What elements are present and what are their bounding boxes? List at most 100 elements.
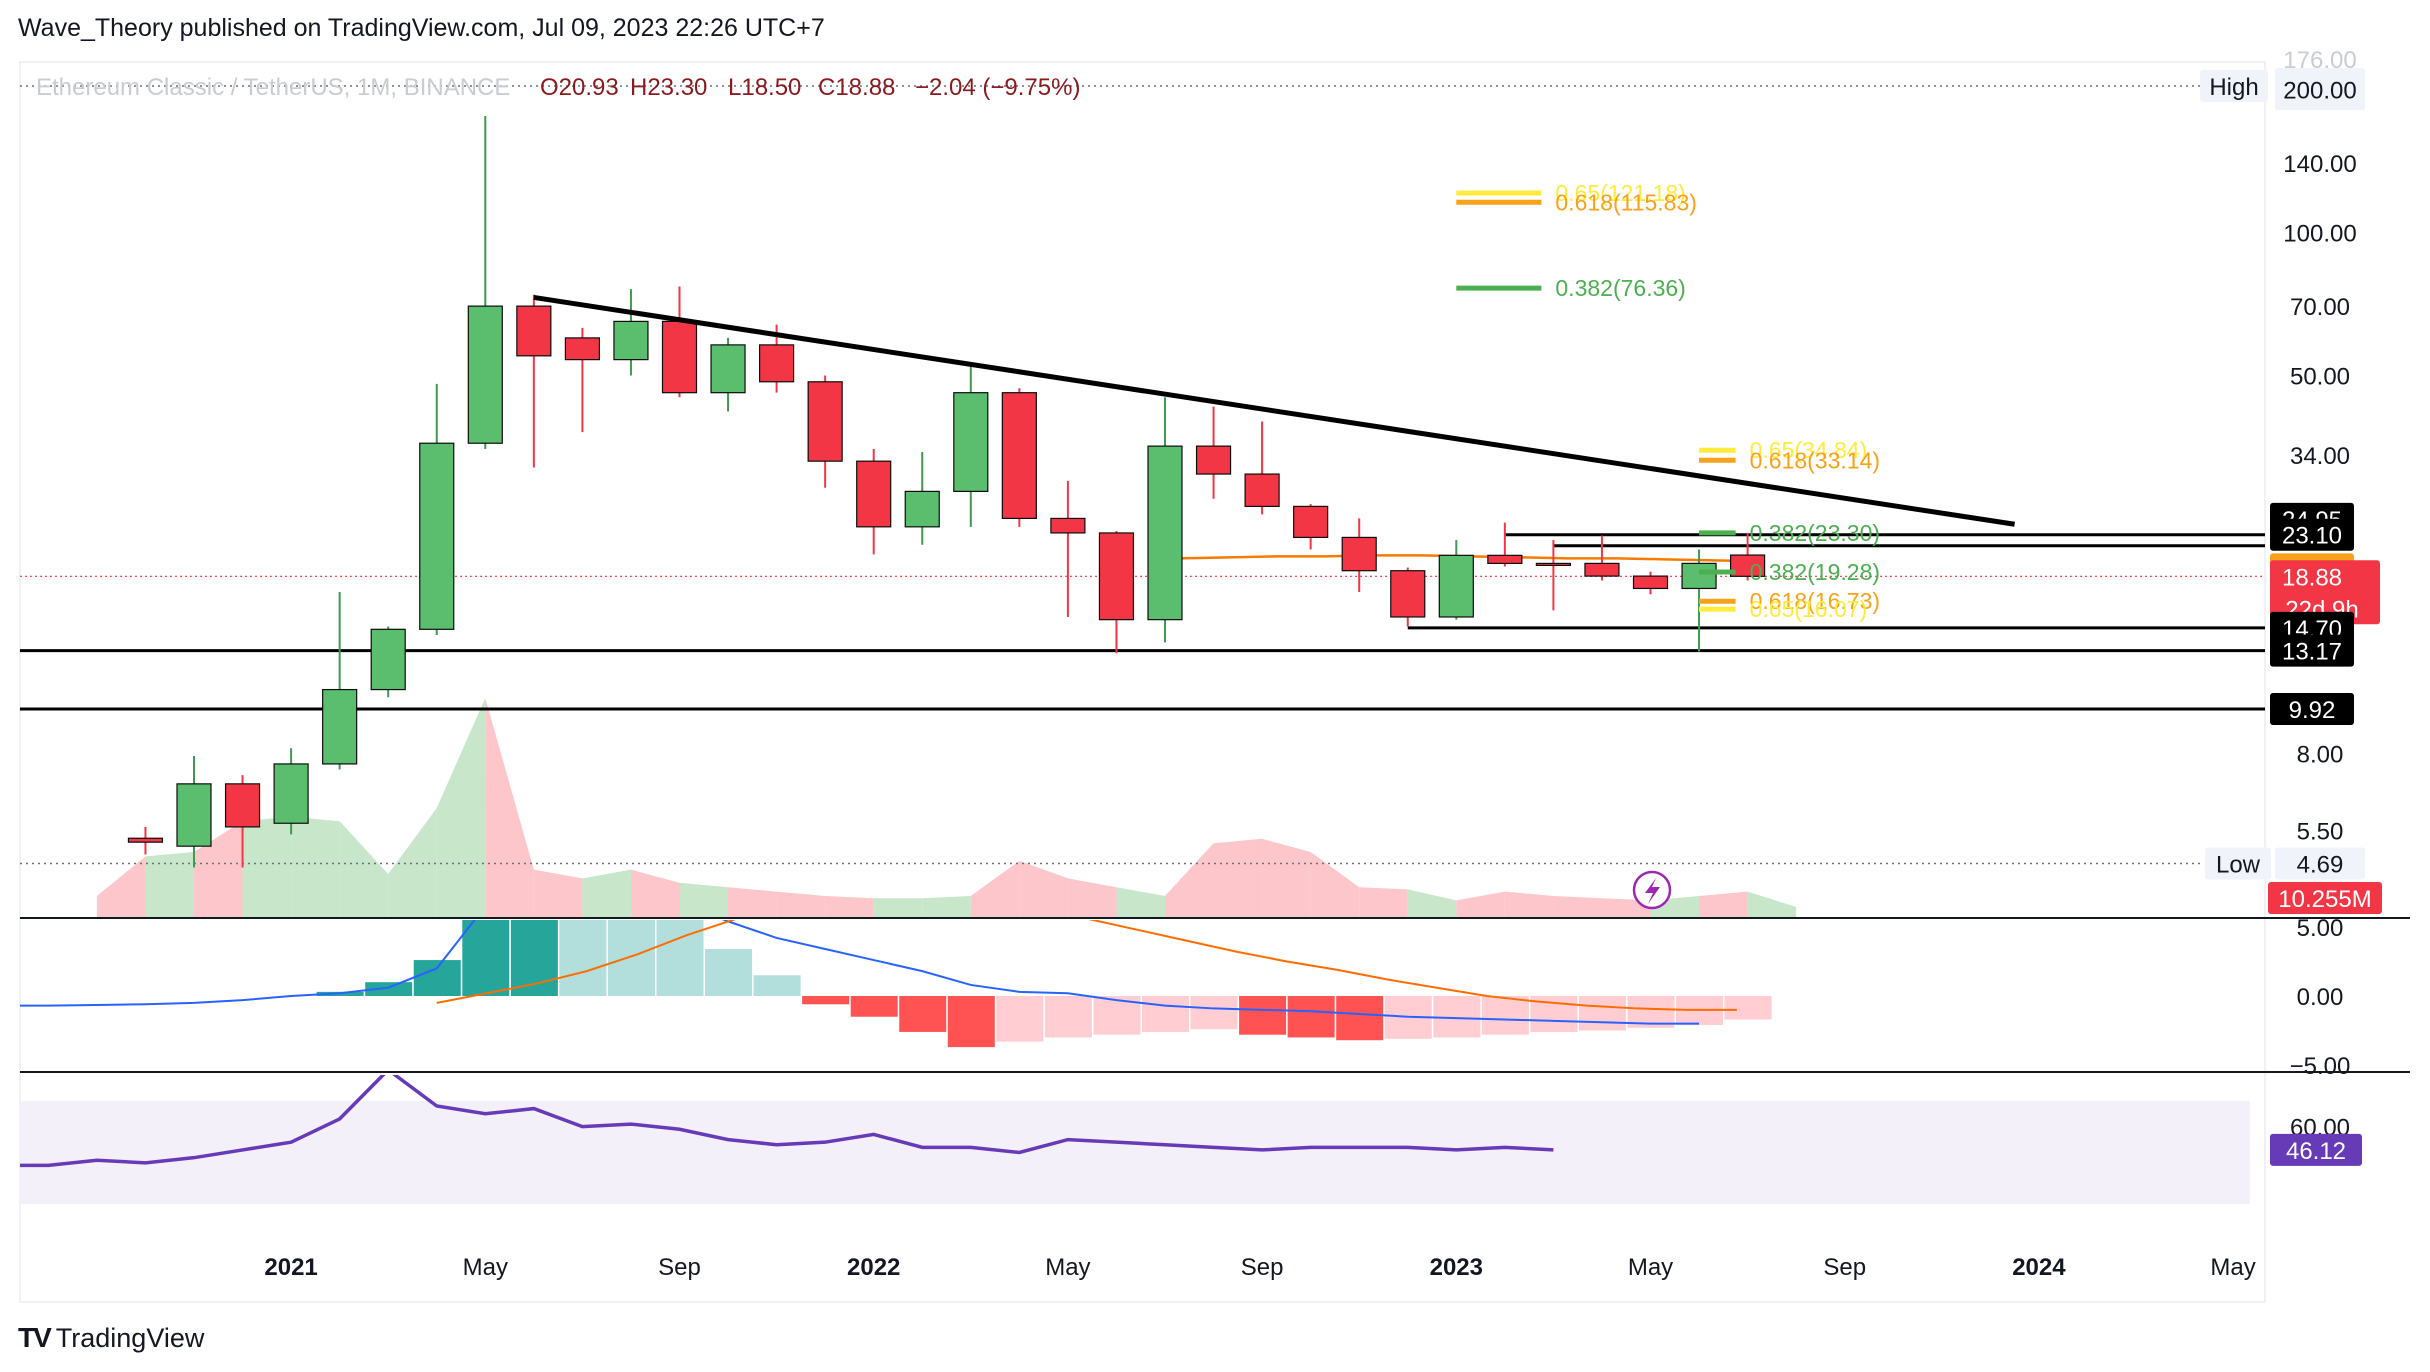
candle-body — [564, 337, 601, 361]
publisher-line: Wave_Theory published on TradingView.com… — [18, 14, 825, 42]
rsi-band — [20, 1100, 2250, 1205]
high-marker: High 176.00 — [2200, 47, 2365, 110]
candle — [856, 449, 892, 555]
macd-hist-bar — [802, 996, 850, 1005]
candle — [953, 363, 989, 527]
volume-segment — [1553, 896, 1602, 918]
price-tick: 5.50 — [2297, 819, 2344, 846]
price-tag-value: 9.92 — [2289, 697, 2336, 724]
volume-segment — [1359, 887, 1408, 918]
volume-segment — [873, 898, 923, 918]
rsi-label: 46.12 — [2270, 1133, 2362, 1166]
candle — [1050, 480, 1086, 617]
volume-label-value: 10.255M — [2278, 886, 2371, 913]
date-tick: 2022 — [847, 1254, 900, 1281]
macd-hist-bar — [996, 996, 1044, 1042]
macd-hist-bar — [1142, 996, 1189, 1032]
candle — [273, 748, 309, 835]
price-axis: 200.00 140.00 100.00 70.00 50.00 34.00 8.00 5.5… — [2283, 78, 2356, 907]
date-tick: May — [463, 1254, 508, 1281]
price-tag: 9.92 — [2270, 693, 2354, 726]
volume-segment — [339, 821, 389, 918]
price-tick: 8.00 — [2297, 741, 2344, 768]
price-tick: 50.00 — [2290, 363, 2350, 390]
macd-hist-bar — [1336, 996, 1384, 1041]
date-tick: 2024 — [2012, 1254, 2066, 1281]
volume-segment — [533, 869, 583, 918]
lightning-icon — [1632, 870, 1672, 910]
candle-body — [1050, 517, 1086, 534]
macd-hist-bar — [1724, 996, 1772, 1020]
candles — [127, 116, 1766, 868]
volume-segment — [1067, 878, 1117, 918]
volume-segment — [485, 698, 534, 918]
signal-line — [436, 920, 1737, 1011]
volume-segment — [1504, 891, 1554, 918]
candle-body — [1195, 445, 1232, 475]
candle — [467, 116, 503, 450]
volume-segment — [1213, 838, 1263, 918]
candle — [710, 337, 746, 412]
candle-body — [127, 837, 164, 843]
volume-segment — [1165, 843, 1214, 918]
price-tag-box — [2270, 560, 2380, 625]
macd-tick: 5.00 — [2297, 915, 2344, 942]
candle-body — [1487, 554, 1523, 564]
volume-segment — [582, 869, 631, 918]
volume-segment — [825, 896, 874, 918]
candle — [224, 775, 261, 868]
volume-segment — [630, 869, 680, 918]
macd-hist-bar — [1287, 996, 1335, 1038]
candle — [1487, 522, 1523, 567]
fib-levels: 0.65(121.18)0.618(115.83) 0.382(76.36) 0.6… — [1456, 180, 1880, 622]
tradingview-brand: TradingView — [55, 1322, 205, 1353]
price-tag-value: 13.17 — [2282, 639, 2342, 666]
candle-body — [1681, 562, 1717, 590]
macd-hist-bar — [607, 920, 655, 996]
candle-body — [1632, 575, 1669, 590]
candle-body — [1341, 536, 1377, 572]
candle — [419, 383, 455, 636]
volume-label-box — [2268, 882, 2382, 914]
candle — [807, 375, 843, 488]
price-tag-box — [2270, 518, 2354, 551]
price-tick: 34.00 — [2290, 443, 2350, 470]
high-value: 176.00 — [2283, 47, 2356, 74]
volume-segment — [1699, 891, 1748, 918]
candle — [904, 452, 940, 545]
candle — [1293, 504, 1329, 550]
ohlc-low: L18.50 — [728, 74, 801, 101]
date-tick: May — [1045, 1254, 1090, 1281]
macd-hist-bar — [1239, 996, 1287, 1035]
macd-plot — [20, 920, 1772, 1048]
candle — [1147, 397, 1183, 643]
date-tick: 2021 — [264, 1254, 317, 1281]
ohlc-change: −2.04 (−9.75%) — [915, 74, 1080, 101]
price-tag: 13.17 — [2270, 634, 2354, 667]
price-tag-box — [2270, 693, 2354, 726]
candle — [516, 294, 552, 468]
volume-segment — [970, 860, 1020, 918]
volume-segment — [1310, 852, 1360, 918]
candle — [1632, 571, 1669, 595]
macd-hist-bar — [1481, 996, 1529, 1035]
candle — [1390, 567, 1426, 627]
rsi-label-value: 46.12 — [2286, 1138, 2346, 1165]
macd-tick: −5.00 — [2290, 1053, 2351, 1080]
candle-body — [273, 763, 309, 824]
volume-segment — [242, 816, 292, 918]
macd-hist-bar — [413, 960, 461, 996]
candle-body — [1293, 505, 1329, 539]
candle — [1729, 532, 1766, 581]
macd-tick: 0.00 — [2297, 984, 2344, 1011]
macd-hist-bar — [899, 996, 947, 1032]
tradingview-footer[interactable]: TV TradingView — [18, 1322, 204, 1354]
ohlc-high: H23.30 — [630, 74, 707, 101]
volume-segment — [291, 816, 340, 918]
macd-hist-bar — [947, 996, 995, 1048]
volume-segment — [145, 852, 194, 918]
lightning-icon-bolt — [1645, 878, 1660, 904]
volume-segment — [1407, 889, 1457, 918]
candle — [1098, 531, 1135, 654]
